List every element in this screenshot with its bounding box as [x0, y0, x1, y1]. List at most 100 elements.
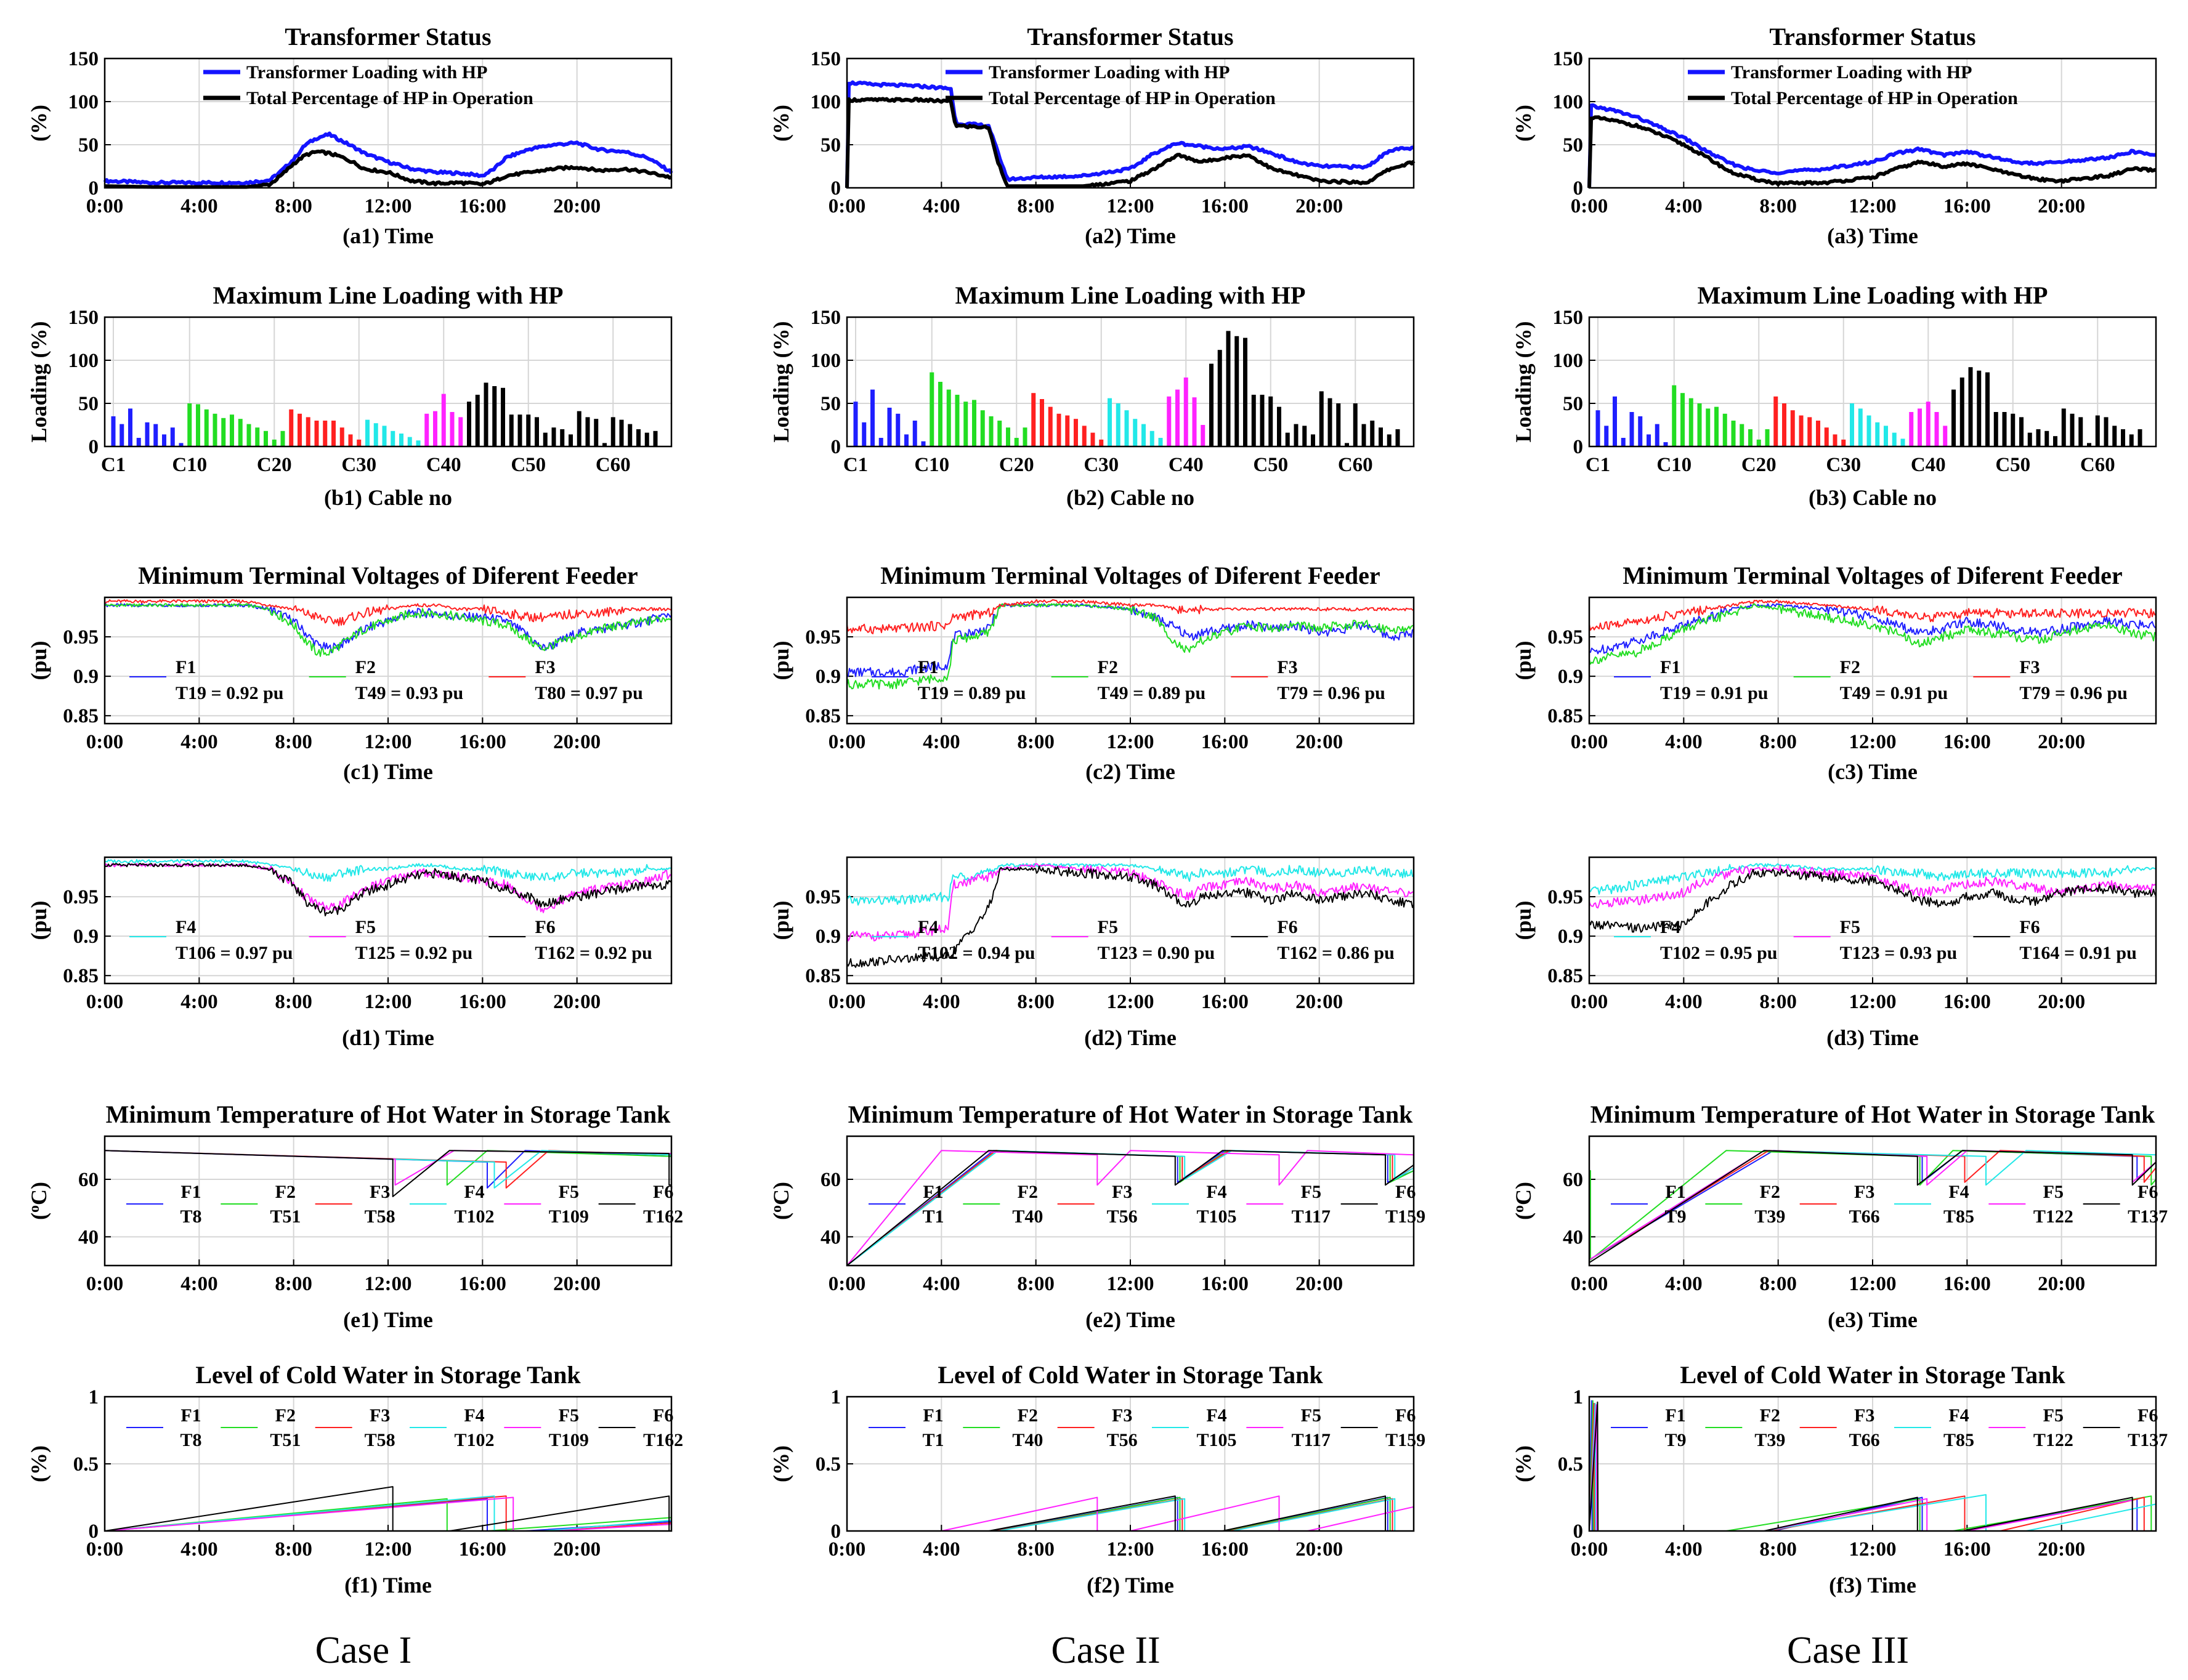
bar-f4: [1124, 410, 1129, 446]
x-tick-label: C10: [914, 454, 949, 476]
legend-terminal: T39: [1754, 1430, 1785, 1450]
series-line-f6: [104, 1150, 671, 1197]
bar-f2: [972, 400, 976, 446]
x-tick-label: 4:00: [923, 195, 960, 217]
axes-box: [1588, 57, 2157, 189]
legend-terminal: T102: [454, 1206, 494, 1227]
axes-box: [846, 1395, 1415, 1532]
chart-title: Level of Cold Water in Storage Tank: [195, 1361, 581, 1389]
chart-a3: 0 50 100 150 0:00 4:00 8:00 12:00 16:00 20:00 Tran…: [1511, 23, 2157, 248]
x-tick-label: 8:00: [275, 731, 312, 753]
bar-f6: [1294, 424, 1299, 446]
legend-feeder: F2: [1018, 1405, 1038, 1426]
series-line-total-percentage-of-hp-in-operation: [845, 97, 1416, 188]
x-axis-label: (a2) Time: [1085, 224, 1176, 248]
x-tick-label: 4:00: [1665, 991, 1703, 1013]
bar-f4: [1158, 438, 1163, 446]
y-tick-label: 0.95: [63, 626, 99, 648]
x-tick-label: 0:00: [1571, 1538, 1608, 1561]
bar-f1: [1604, 426, 1609, 446]
y-tick-label: 0.9: [1558, 926, 1583, 948]
x-tick-label: 4:00: [180, 1273, 218, 1295]
legend-terminal: T8: [180, 1430, 201, 1450]
bar-f2: [196, 404, 200, 446]
chart-d2: 0.85 0.9 0.95 0:00 4:00 8:00 12:00 16:00 20:00 F4…: [769, 856, 1415, 1050]
bar-f4: [1141, 424, 1146, 446]
legend-feeder: F5: [1301, 1405, 1321, 1426]
bar-f6: [1959, 378, 1964, 446]
legend-feeder: F1: [1665, 1405, 1685, 1426]
y-axis-label: (pu): [26, 640, 51, 680]
degree-superscript: o: [769, 1205, 785, 1213]
x-tick-label: 16:00: [459, 731, 506, 753]
bar-f2: [272, 439, 277, 446]
legend-feeder: F3: [370, 1405, 390, 1426]
bar-f3: [1048, 406, 1053, 446]
y-tick-label: 60: [78, 1169, 99, 1191]
axes-box: [1588, 316, 2157, 448]
legend-terminal: T79 = 0.96 pu: [2019, 683, 2127, 703]
legend-feeder: F4: [1206, 1405, 1226, 1426]
x-tick-label: 12:00: [1849, 1273, 1897, 1295]
bar-f5: [1926, 402, 1931, 446]
series-line-f6: [846, 865, 1414, 968]
bar-f5: [1918, 408, 1922, 446]
x-tick-label: 8:00: [1017, 731, 1055, 753]
x-tick-label: 0:00: [829, 1273, 866, 1295]
case-label: Case I: [315, 1630, 412, 1671]
bar-f3: [1824, 427, 1829, 446]
x-tick-label: 16:00: [1201, 1273, 1249, 1295]
y-tick-label: 0.95: [63, 886, 99, 908]
y-tick-label: 0.85: [63, 705, 99, 727]
y-tick-label: 0.5: [1558, 1453, 1583, 1476]
bar-f3: [298, 413, 302, 446]
x-tick-label: 12:00: [1107, 991, 1154, 1013]
bar-f2: [963, 402, 968, 446]
bar-f5: [1201, 425, 1205, 446]
bar-f2: [1765, 429, 1770, 446]
legend-feeder: F4: [1948, 1405, 1969, 1426]
legend-feeder: F5: [559, 1182, 579, 1202]
y-tick-label: 0: [1573, 436, 1584, 458]
bar-f6: [1336, 403, 1341, 446]
x-tick-label: 16:00: [1943, 1538, 1991, 1561]
x-axis-label: (c3) Time: [1828, 759, 1918, 784]
x-tick-label: 8:00: [275, 1273, 312, 1295]
chart-title: Minimum Terminal Voltages of Diferent Fe…: [880, 562, 1380, 589]
bar-f6: [467, 402, 471, 446]
legend-terminal: T66: [1849, 1430, 1880, 1450]
bar-f4: [1108, 398, 1112, 446]
x-tick-label: C50: [1995, 454, 2030, 476]
chart-f1: 0 0.5 1 0:00 4:00 8:00 12:00 16:00 20:00 F1 T8 F2 T5…: [26, 1361, 683, 1597]
bar-f6: [628, 424, 633, 446]
bar-f6: [492, 386, 497, 446]
x-tick-label: 8:00: [1759, 1273, 1797, 1295]
chart-title: Minimum Terminal Voltages of Diferent Fe…: [138, 562, 638, 589]
bar-f5: [1167, 396, 1172, 446]
chart-b3: 0 50 100 150 C1 C10 C20 C30 C40 C50 C60 Maximum Lin…: [1511, 281, 2157, 510]
legend-feeder: F5: [1098, 917, 1118, 937]
x-axis-label: (b2) Cable no: [1066, 485, 1194, 510]
chart-f3: 0 0.5 1 0:00 4:00 8:00 12:00 16:00 20:00 F1 T9 F2 T3…: [1511, 1361, 2168, 1597]
legend-feeder: F1: [1665, 1182, 1685, 1202]
x-tick-label: 20:00: [2038, 195, 2085, 217]
bar-f6: [1387, 434, 1392, 446]
chart-a2: 0 50 100 150 0:00 4:00 8:00 12:00 16:00 20:00 Tran…: [769, 23, 1416, 248]
x-tick-label: C40: [1911, 454, 1946, 476]
x-tick-label: 0:00: [1571, 991, 1608, 1013]
bar-f3: [1841, 439, 1846, 446]
legend-terminal: T109: [549, 1206, 589, 1227]
legend-feeder: F6: [653, 1405, 673, 1426]
x-tick-label: 12:00: [1849, 731, 1897, 753]
x-tick-label: 12:00: [365, 991, 412, 1013]
x-tick-label: 8:00: [1017, 1273, 1055, 1295]
y-axis-label: (%): [1511, 105, 1536, 142]
legend-terminal: T56: [1107, 1430, 1138, 1450]
axes-box: [1588, 1135, 2157, 1267]
chart-title: Transformer Status: [1769, 23, 1975, 50]
degree-superscript: o: [26, 1205, 43, 1213]
bar-f1: [1613, 396, 1617, 446]
legend-feeder: F6: [2137, 1405, 2158, 1426]
unit-letter: C): [26, 1182, 51, 1205]
bar-f4: [1858, 408, 1863, 446]
